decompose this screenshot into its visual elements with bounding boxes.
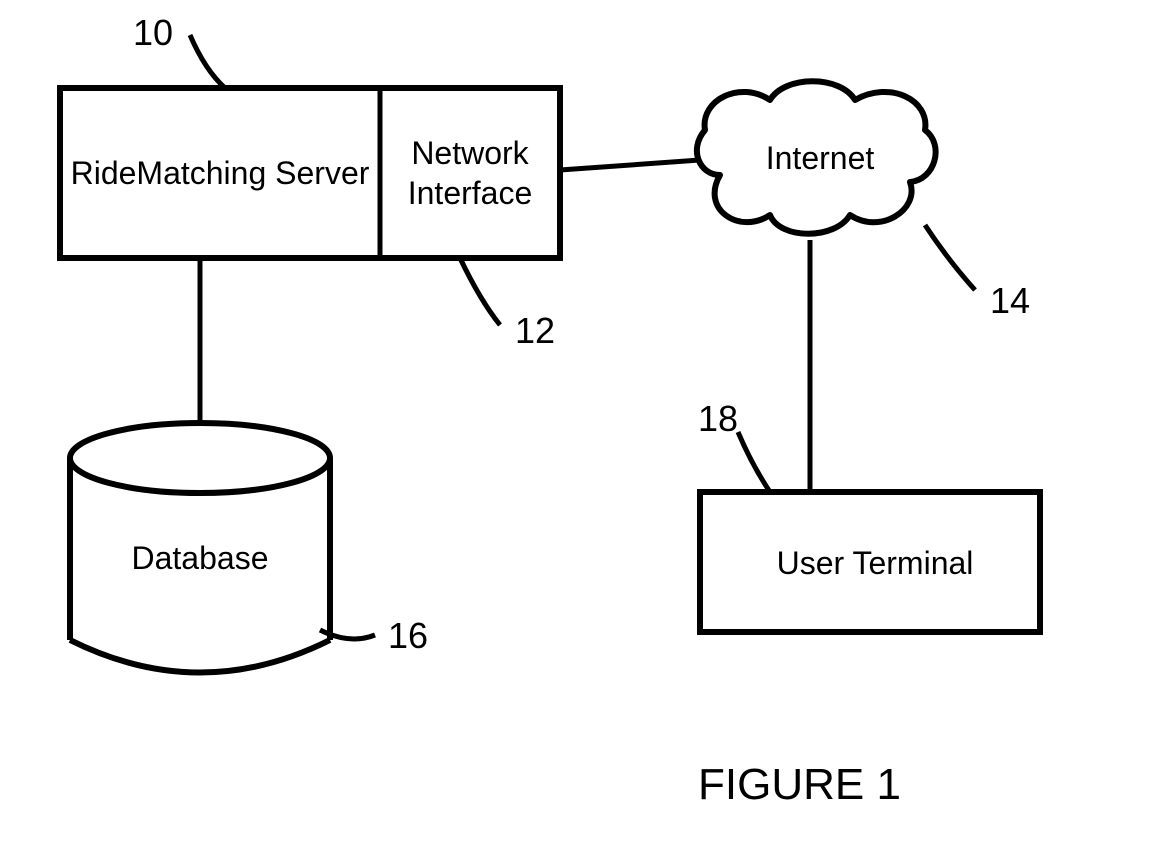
leader-18 xyxy=(738,432,770,492)
leader-12 xyxy=(460,258,500,325)
database-top xyxy=(70,423,330,493)
interface-label-1: Network xyxy=(385,135,555,172)
database-bottom xyxy=(70,640,330,673)
ref-12: 12 xyxy=(515,310,555,352)
line-interface-internet xyxy=(560,160,700,170)
system-diagram: RideMatching Server Network Interface In… xyxy=(0,0,1171,857)
diagram-svg xyxy=(0,0,1171,857)
ref-10: 10 xyxy=(133,12,173,54)
leader-14 xyxy=(925,225,975,290)
database-label: Database xyxy=(115,540,285,577)
interface-label-2: Interface xyxy=(385,175,555,212)
ref-16: 16 xyxy=(388,615,428,657)
leader-10 xyxy=(190,35,225,88)
terminal-label: User Terminal xyxy=(770,545,980,582)
ref-18: 18 xyxy=(698,398,738,440)
figure-label: FIGURE 1 xyxy=(698,760,901,810)
server-label: RideMatching Server xyxy=(70,155,370,192)
ref-14: 14 xyxy=(990,280,1030,322)
internet-label: Internet xyxy=(760,140,880,177)
